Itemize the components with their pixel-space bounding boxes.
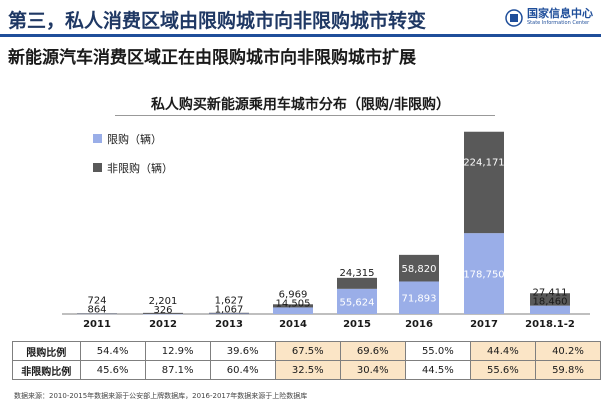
bar-unrestricted-2015 (337, 277, 377, 289)
table-cell: 55.0% (404, 341, 471, 361)
table-cell: 55.6% (469, 360, 536, 380)
x-tick-label-2014: 2014 (279, 319, 307, 330)
bar-unrestricted-2016 (399, 254, 439, 282)
data-label-unrestricted-2012: 2,201 (149, 296, 178, 307)
data-label-unrestricted-2016: 58,820 (402, 264, 437, 275)
ratio-table: 限购比例 54.4% 12.9% 39.6% 67.5% 69.6% 55.0% 44.4% 4… (12, 341, 601, 380)
data-label-restricted-2017: 178,750 (463, 270, 504, 281)
table-row-label: 非限购比例 (12, 360, 81, 380)
title-divider (0, 34, 601, 37)
slide-subtitle: 新能源汽车消费区域正在由限购城市向非限购城市扩展 (8, 48, 416, 68)
data-label-restricted-2014: 14,505 (276, 298, 311, 309)
x-tick-label-2017: 2017 (470, 319, 498, 330)
data-label-unrestricted-2015: 24,315 (340, 268, 375, 279)
table-row-label: 限购比例 (12, 341, 81, 361)
chart-title: 私人购买新能源乘用车城市分布（限购/非限购） (150, 97, 451, 113)
table-cell: 30.4% (339, 360, 406, 380)
data-label-unrestricted-2011: 724 (87, 296, 106, 307)
legend-swatch-unrestricted (93, 163, 102, 172)
data-label-restricted-2016: 71,893 (402, 294, 437, 305)
x-tick-label-2011: 2011 (83, 319, 111, 330)
bar-unrestricted-2012 (143, 312, 183, 314)
logo-name-cn: 国家信息中心 (527, 7, 593, 20)
data-label-unrestricted-2014: 6,969 (279, 289, 308, 300)
table-cell: 44.4% (469, 341, 536, 361)
data-label-unrestricted-2013: 1,627 (215, 296, 244, 307)
bar-unrestricted-2011 (77, 313, 117, 314)
bar-restricted-2015 (337, 288, 377, 314)
table-cell: 44.5% (404, 360, 471, 380)
table-cell: 87.1% (144, 360, 211, 380)
table-cell: 45.6% (79, 360, 146, 380)
table-cell: 54.4% (79, 341, 146, 361)
table-cell: 67.5% (274, 341, 341, 361)
bar-unrestricted-2014 (273, 304, 313, 308)
table-cell: 12.9% (144, 341, 211, 361)
data-label-restricted-2015: 55,624 (340, 297, 375, 308)
x-tick-label-2013: 2013 (215, 319, 243, 330)
bar-restricted-2016 (399, 281, 439, 314)
bar-unrestricted-2017 (464, 131, 504, 234)
x-tick-label-2012: 2012 (149, 319, 177, 330)
bar-restricted-2011 (77, 313, 117, 315)
table-cell: 40.2% (534, 341, 601, 361)
bar-unrestricted-2018.1-2 (530, 293, 570, 306)
table-row: 非限购比例 45.6% 87.1% 60.4% 32.5% 30.4% 44.5% 55.6%… (12, 360, 601, 380)
legend-swatch-restricted (93, 134, 102, 143)
x-tick-label-2018.1-2: 2018.1-2 (525, 319, 575, 330)
slide-title: 第三，私人消费区域由限购城市向非限购城市转变 (8, 10, 427, 32)
bar-restricted-2013 (209, 313, 249, 315)
bar-unrestricted-2013 (209, 312, 249, 314)
logo-name-en: State Information Center (527, 20, 590, 26)
table-cell: 32.5% (274, 360, 341, 380)
logo-icon (505, 8, 523, 27)
legend-label-restricted: 限购（辆） (107, 132, 162, 146)
bar-restricted-2017 (464, 233, 504, 314)
data-source-note: 数据来源：2010-2015年数据来源于公安部上牌数据库，2016-2017年数… (14, 392, 308, 400)
table-cell: 69.6% (339, 341, 406, 361)
data-label-restricted-2011: 864 (87, 305, 106, 316)
x-tick-label-2015: 2015 (343, 319, 371, 330)
bar-restricted-2018.1-2 (530, 305, 570, 314)
logo: 国家信息中心 State Information Center (505, 8, 593, 27)
data-label-unrestricted-2018.1-2: 27,411 (533, 288, 568, 299)
table-cell: 39.6% (209, 341, 276, 361)
data-label-restricted-2013: 1,067 (215, 305, 244, 316)
table-row: 限购比例 54.4% 12.9% 39.6% 67.5% 69.6% 55.0% 44.4% 4… (12, 341, 601, 361)
bar-restricted-2012 (143, 313, 183, 315)
table-cell: 60.4% (209, 360, 276, 380)
data-label-unrestricted-2017: 224,171 (463, 158, 504, 169)
legend-label-unrestricted: 非限购（辆） (107, 161, 173, 175)
data-label-restricted-2012: 326 (153, 305, 172, 316)
chart-title-underline (115, 115, 495, 116)
bar-restricted-2014 (273, 307, 313, 314)
table-cell: 59.8% (534, 360, 601, 380)
data-label-restricted-2018.1-2: 18,460 (533, 297, 568, 308)
x-tick-label-2016: 2016 (405, 319, 433, 330)
